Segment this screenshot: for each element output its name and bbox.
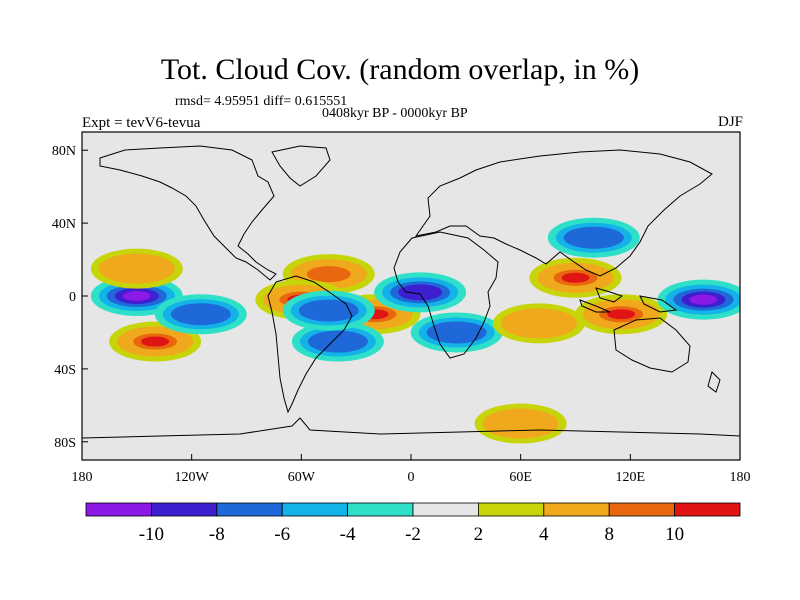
colorbar-swatch (216, 502, 283, 517)
colorbar-label: -10 (139, 524, 164, 545)
anomaly-contour (323, 336, 352, 347)
anomaly-region (492, 303, 585, 344)
colorbar: -10 -8 -6 -4 -2 2 4 8 10 (85, 502, 741, 545)
coastlines (82, 145, 740, 439)
coast-antarctica (82, 417, 740, 439)
anomaly-contour (122, 263, 151, 274)
x-tick-label: 120W (175, 470, 210, 485)
colorbar-label: -6 (274, 524, 290, 545)
x-tick-label: 180 (72, 470, 93, 485)
anomaly-contour (561, 272, 590, 283)
colorbar-label: -8 (209, 524, 225, 545)
y-tick-label: 80N (52, 144, 76, 159)
colorbar-label: 4 (539, 524, 549, 545)
anomaly-contour (442, 327, 471, 338)
y-tick-label: 40N (52, 217, 76, 232)
colorbar-swatch (347, 502, 414, 517)
anomaly-region (575, 294, 668, 335)
anomaly-region (374, 272, 467, 313)
colorbar-label: 2 (474, 524, 484, 545)
colorbar-swatch (674, 502, 741, 517)
anomaly-region (90, 276, 183, 316)
anomaly-contour (506, 418, 535, 429)
coast-java (579, 299, 611, 313)
colorbar-swatch (543, 502, 610, 517)
anomaly-region (291, 321, 384, 362)
anomaly-region (529, 257, 622, 298)
anomaly-region (90, 248, 183, 289)
colorbar-label: -4 (340, 524, 356, 545)
colorbar-swatch (608, 502, 676, 517)
anomaly-contour (186, 309, 215, 320)
x-tick-label: 120E (616, 470, 646, 485)
anomaly-contour (406, 287, 435, 298)
anomaly-contour (141, 336, 170, 347)
anomaly-region (282, 254, 375, 295)
coast-south-america (267, 275, 353, 414)
anomaly-layer (90, 217, 740, 444)
colorbar-swatch (150, 502, 218, 517)
anomaly-contour (689, 294, 718, 305)
coast-new-guinea (639, 295, 678, 313)
coast-australia (613, 317, 691, 373)
x-tick-label: 60E (509, 470, 532, 485)
anomaly-region (657, 279, 740, 320)
experiment-label: Expt = tevV6-tevua (82, 115, 201, 131)
anomaly-region (547, 217, 640, 258)
period-line: 0408kyr BP - 0000kyr BP (322, 106, 468, 121)
colorbar-swatch (85, 502, 152, 517)
anomaly-region (154, 294, 247, 335)
x-tick-label: 0 (408, 470, 415, 485)
axis-ticks: 80N 40N 0 40S 80S 180 120W 60W 0 60E 120E 180 (52, 144, 751, 485)
x-tick-label: 60W (288, 470, 316, 485)
anomaly-contour (314, 269, 343, 280)
coast-new-zealand (707, 371, 721, 393)
anomaly-field (82, 132, 740, 460)
colorbar-label: -2 (405, 524, 421, 545)
colorbar-label: 10 (665, 524, 684, 545)
anomaly-region (282, 290, 375, 331)
coast-eurasia (414, 149, 713, 277)
coast-borneo (595, 287, 624, 303)
colorbar-label: 8 (604, 524, 614, 545)
anomaly-region (410, 312, 503, 353)
colorbar-swatch (477, 502, 545, 517)
x-tick-label: 180 (730, 470, 751, 485)
y-tick-label: 0 (69, 290, 76, 305)
anomaly-region (474, 403, 567, 444)
anomaly-contour (122, 291, 151, 301)
coast-africa (393, 231, 499, 359)
colorbar-swatch (412, 502, 479, 517)
stats-line: rmsd= 4.95951 diff= 0.615551 (175, 94, 348, 109)
season-label: DJF (717, 114, 743, 130)
anomaly-contour (579, 232, 608, 243)
y-tick-label: 80S (54, 436, 76, 451)
coast-north-america (99, 145, 277, 281)
colorbar-swatch (281, 502, 349, 517)
map-title: Tot. Cloud Cov. (random overlap, in %) (160, 53, 640, 86)
anomaly-contour (607, 309, 636, 320)
coast-greenland (271, 145, 331, 187)
anomaly-contour (314, 305, 343, 316)
anomaly-contour (524, 318, 553, 329)
y-tick-label: 40S (54, 363, 76, 378)
